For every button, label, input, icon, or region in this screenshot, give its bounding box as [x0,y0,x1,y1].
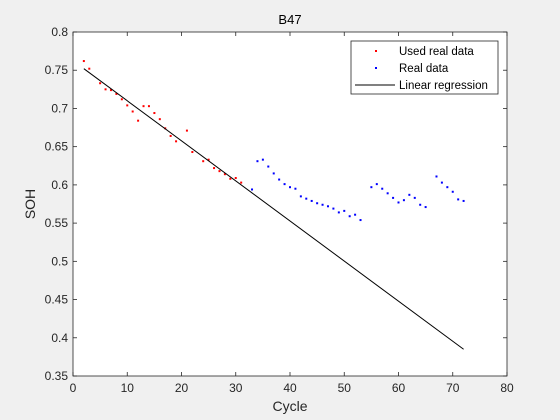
data-point-real-data [299,195,302,198]
data-point-real-data [261,158,264,161]
y-tick-label: 0.75 [45,63,69,77]
data-point-used-real-data [207,158,210,161]
data-point-real-data [446,186,449,189]
data-point-real-data [256,160,259,163]
y-tick-label: 0.4 [51,331,68,345]
y-tick-label: 0.35 [45,369,69,383]
data-point-used-real-data [169,134,172,137]
data-point-used-real-data [137,119,140,122]
data-point-used-real-data [240,181,243,184]
data-point-real-data [408,193,411,196]
data-point-used-real-data [142,105,145,108]
data-point-real-data [435,175,438,178]
data-point-real-data [332,207,335,210]
data-point-real-data [316,202,319,205]
data-point-used-real-data [131,110,134,113]
legend-label-linear-regression: Linear regression [399,80,488,92]
data-layer [82,60,465,350]
legend-marker-used-real-data [375,50,377,52]
x-axis: 0 10 20 30 40 50 60 70 80 [70,32,514,395]
data-point-used-real-data [202,160,205,163]
data-point-real-data [283,183,286,186]
data-point-used-real-data [82,60,85,63]
data-point-real-data [397,201,400,204]
y-tick-label: 0.45 [45,293,69,307]
data-point-real-data [354,213,357,216]
series-line-linear-regression [83,68,464,350]
legend-label-real-data: Real data [399,63,449,75]
data-point-real-data [359,219,362,222]
data-point-real-data [251,188,254,191]
x-tick-label: 80 [500,381,514,395]
data-point-real-data [402,199,405,202]
data-point-real-data [462,199,465,202]
legend-label-used-real-data: Used real data [399,46,474,58]
data-point-used-real-data [115,92,118,95]
data-point-real-data [348,215,351,218]
x-tick-label: 20 [175,381,189,395]
data-point-used-real-data [234,177,237,180]
y-tick-label: 0.8 [51,25,68,39]
data-point-real-data [278,178,281,181]
data-point-used-real-data [109,89,112,92]
x-tick-label: 50 [338,381,352,395]
data-point-real-data [337,211,340,214]
data-point-used-real-data [229,177,232,180]
data-point-real-data [392,196,395,199]
data-point-used-real-data [153,112,156,115]
data-point-real-data [326,205,329,208]
data-point-used-real-data [158,118,161,121]
data-point-real-data [267,165,270,168]
y-axis: 0.35 0.4 0.45 0.5 0.55 0.6 0.65 0.7 0.75 0.8 [45,25,507,383]
data-point-used-real-data [104,88,107,91]
chart-title: B47 [278,12,301,27]
data-point-real-data [386,192,389,195]
x-tick-label: 60 [392,381,406,395]
x-axis-label: Cycle [272,398,307,414]
data-point-used-real-data [175,140,178,143]
data-point-real-data [440,181,443,184]
y-axis-label: SOH [22,189,38,219]
y-tick-label: 0.7 [51,101,68,115]
data-point-real-data [424,206,427,209]
data-point-real-data [413,196,416,199]
y-tick-label: 0.55 [45,216,69,230]
data-point-used-real-data [147,105,150,108]
legend-marker-real-data [375,67,377,69]
legend: Used real data Real data Linear regressi… [350,40,499,95]
data-point-real-data [375,183,378,186]
y-tick-label: 0.5 [51,254,68,268]
data-point-used-real-data [218,170,221,173]
data-point-used-real-data [191,151,194,154]
data-point-used-real-data [99,82,102,85]
data-point-used-real-data [126,104,129,107]
y-tick-label: 0.6 [51,178,68,192]
data-point-used-real-data [223,173,226,176]
data-point-real-data [310,199,313,202]
data-point-real-data [294,187,297,190]
x-tick-label: 70 [446,381,460,395]
data-point-real-data [289,186,291,189]
data-point-real-data [381,187,384,190]
data-point-real-data [457,198,460,201]
x-tick-label: 30 [229,381,243,395]
x-tick-label: 0 [70,381,77,395]
x-tick-label: 10 [121,381,135,395]
data-point-real-data [343,209,346,212]
x-tick-label: 40 [283,381,297,395]
y-tick-label: 0.65 [45,140,69,154]
data-point-real-data [321,203,324,206]
data-point-real-data [272,172,275,175]
data-point-used-real-data [120,98,123,101]
data-point-real-data [419,203,422,206]
data-point-real-data [370,186,373,189]
data-point-real-data [305,197,308,200]
data-point-used-real-data [185,129,188,132]
data-point-used-real-data [88,67,91,70]
data-point-used-real-data [213,167,216,170]
data-point-real-data [451,190,454,193]
